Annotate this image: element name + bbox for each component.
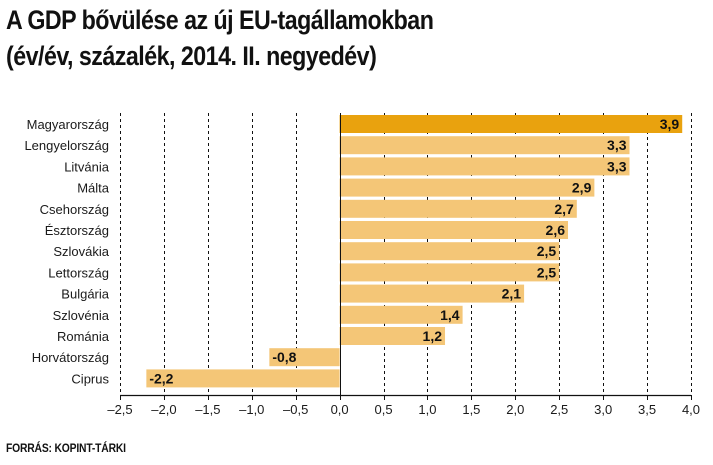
data-label: 2,7: [554, 201, 574, 217]
category-label: Szlovénia: [53, 308, 110, 323]
bar: [339, 115, 683, 133]
bar: [339, 242, 560, 261]
x-tick-label: 4,0: [682, 402, 700, 417]
category-label: Észtország: [45, 223, 109, 238]
grid-lines: [120, 113, 692, 395]
bar: [339, 284, 525, 303]
x-tick-label: 1,5: [462, 402, 480, 417]
x-tick-label: 3,0: [594, 402, 612, 417]
category-label: Lengyelország: [24, 138, 109, 153]
source-note: FORRÁS: KOPINT-TÁRKI: [6, 441, 126, 455]
x-tick-label: –2,5: [107, 402, 132, 417]
data-label: 2,6: [546, 222, 566, 238]
category-label: Ciprus: [71, 371, 109, 386]
bar: [339, 263, 560, 282]
x-tick-label: 2,5: [550, 402, 568, 417]
bars: [146, 115, 683, 388]
data-label: 3,3: [607, 158, 627, 174]
bar: [339, 178, 595, 197]
category-label: Horvátország: [32, 350, 109, 365]
data-label: 2,1: [502, 286, 522, 302]
data-label: -2,2: [149, 370, 173, 386]
axes: –2,5 –2,0 –1,5 –1,0 –0,5 0,0 0,5 1,0 1,5 2,0 2,5 3,…: [107, 113, 700, 417]
data-label: 3,9: [660, 116, 680, 132]
data-label: 2,5: [537, 243, 557, 259]
x-tick-label: –0,5: [283, 402, 308, 417]
bar: [339, 221, 569, 239]
category-label: Lettország: [48, 265, 109, 280]
data-label: 2,5: [537, 264, 557, 280]
data-label: 1,4: [440, 307, 460, 323]
category-label: Szlovákia: [53, 244, 109, 259]
x-tick-label: –2,0: [151, 402, 176, 417]
category-label: Bulgária: [61, 287, 109, 302]
bar: [269, 348, 340, 367]
category-label: Litvánia: [64, 159, 110, 174]
x-tick-label: 3,5: [638, 402, 656, 417]
data-label: 1,2: [423, 328, 443, 344]
data-label: 3,3: [607, 137, 627, 153]
x-tick-label: 0,0: [331, 402, 349, 417]
labels: Magyarország Lengyelország Litvánia Málta Cs…: [24, 116, 679, 386]
bar: [339, 136, 630, 155]
chart-title: A GDP bővülése az új EU-tagállamokban: [6, 5, 434, 35]
category-label: Csehország: [40, 202, 109, 217]
category-label: Magyarország: [27, 117, 109, 132]
bar: [146, 369, 340, 388]
data-label: 2,9: [572, 180, 592, 196]
bar: [339, 327, 446, 345]
category-label: Románia: [57, 329, 110, 344]
x-tick-label: –1,5: [195, 402, 220, 417]
x-tick-label: 2,0: [506, 402, 524, 417]
x-tick-label: 1,0: [418, 402, 436, 417]
data-label: -0,8: [272, 349, 296, 365]
x-tick-label: 0,5: [374, 402, 392, 417]
bar: [339, 305, 463, 324]
chart-subtitle: (év/év, százalék, 2014. II. negyedév): [6, 41, 377, 71]
category-label: Málta: [77, 181, 110, 196]
x-tick-label: –1,0: [239, 402, 264, 417]
bar: [339, 199, 577, 218]
bar: [339, 157, 630, 176]
